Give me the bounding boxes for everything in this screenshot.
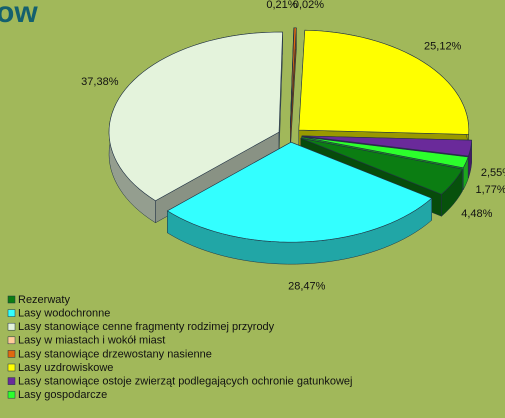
legend-swatch bbox=[7, 350, 16, 358]
chart-title: ow bbox=[0, 0, 38, 29]
legend-label: Lasy stanowiące cenne fragmenty rodzimej… bbox=[18, 321, 275, 333]
slice bbox=[298, 29, 470, 135]
legend-label: Lasy uzdrowiskowe bbox=[18, 362, 113, 374]
legend-label: Lasy stanowiące ostoje zwierząt podlegaj… bbox=[18, 376, 352, 388]
data-label: 0,02% bbox=[293, 0, 324, 11]
slice bbox=[108, 31, 283, 202]
legend-swatch bbox=[7, 377, 16, 385]
legend-label: Rezerwaty bbox=[18, 294, 70, 306]
slice bbox=[301, 136, 469, 169]
legend-swatch bbox=[7, 363, 16, 372]
data-label: 0,21% bbox=[266, 0, 297, 11]
legend-label: Lasy wodochronne bbox=[18, 308, 110, 320]
data-label: 25,12% bbox=[424, 41, 462, 53]
slice bbox=[301, 135, 473, 157]
legend-swatch bbox=[7, 336, 16, 345]
legend-label: Lasy stanowiące drzewostany nasienne bbox=[18, 348, 212, 360]
legend-label: Lasy w miastach i wokół miast bbox=[18, 335, 165, 347]
data-label: 4,48% bbox=[461, 208, 492, 220]
legend-swatch bbox=[7, 322, 16, 331]
data-label: 37,38% bbox=[81, 76, 119, 88]
data-label: 2,55% bbox=[481, 167, 505, 179]
legend-swatch bbox=[7, 390, 16, 399]
slice bbox=[300, 137, 463, 195]
slice bbox=[290, 27, 297, 128]
legend-label: Lasy gospodarcze bbox=[18, 389, 107, 401]
slice bbox=[166, 141, 433, 243]
legend-swatch bbox=[7, 309, 16, 317]
data-label: 28,47% bbox=[288, 280, 326, 292]
data-label: 1,77% bbox=[475, 184, 505, 196]
legend-swatch bbox=[7, 295, 16, 304]
